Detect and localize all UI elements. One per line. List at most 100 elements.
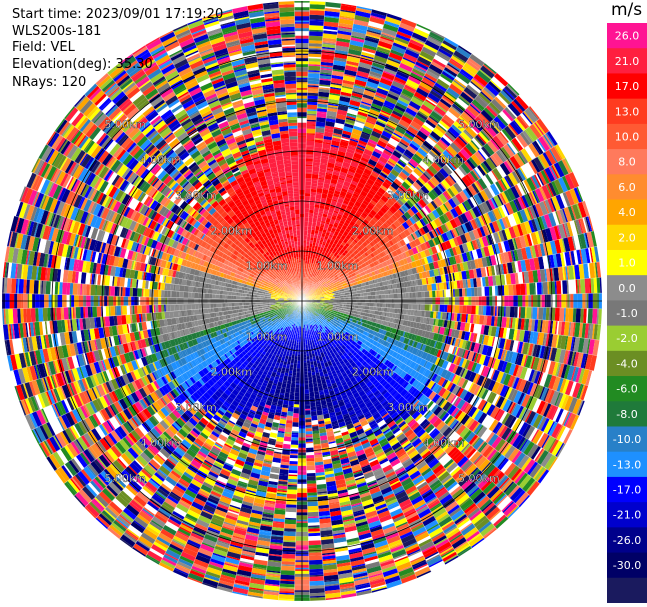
- radar-gate: [439, 304, 445, 313]
- radar-gate: [363, 39, 379, 48]
- radar-gate: [352, 90, 364, 96]
- radar-gate: [332, 214, 338, 218]
- radar-gate: [324, 206, 330, 211]
- radar-gate: [305, 149, 314, 155]
- radar-gate: [325, 221, 330, 225]
- radar-gate: [332, 64, 346, 71]
- radar-gate: [361, 50, 376, 56]
- radar-gate: [426, 36, 442, 47]
- radar-gate: [353, 85, 366, 90]
- radar-gate: [306, 140, 315, 146]
- radar-gate: [393, 129, 404, 138]
- radar-gate: [376, 87, 389, 96]
- radar-gate: [333, 223, 339, 228]
- radar-gate: [351, 128, 363, 136]
- radar-gate: [317, 106, 328, 110]
- radar-gate: [365, 182, 373, 188]
- radar-gate: [356, 211, 362, 216]
- radar-gate: [359, 58, 373, 66]
- radar-gate: [475, 305, 479, 315]
- radar-gate: [409, 39, 425, 48]
- radar-gate: [512, 284, 517, 296]
- radar-gate: [462, 305, 467, 314]
- radar-gate: [339, 190, 347, 198]
- radar-gate: [345, 151, 355, 159]
- radar-gate: [385, 125, 396, 131]
- radar-gate: [380, 109, 392, 116]
- radar-gate: [389, 87, 402, 96]
- radar-gate: [421, 79, 434, 88]
- radar-gate: [305, 172, 313, 174]
- radar-gate: [306, 245, 310, 249]
- radar-gate: [330, 82, 343, 86]
- radar-gate: [307, 281, 310, 286]
- radar-gate: [336, 225, 343, 230]
- radar-gate: [319, 164, 328, 170]
- radar-gate: [325, 217, 332, 224]
- radar-gate: [305, 157, 314, 159]
- radar-gate: [313, 155, 322, 159]
- radar-gate: [310, 252, 314, 255]
- radar-gate: [335, 161, 343, 165]
- radar-gate: [361, 173, 370, 180]
- radar-gate: [350, 132, 361, 140]
- radar-gate: [409, 124, 420, 132]
- radar-gate: [308, 275, 311, 280]
- radar-gate: [312, 164, 320, 168]
- radar-gate: [324, 6, 341, 10]
- radar-gate: [379, 77, 393, 87]
- radar-gate: [336, 37, 351, 43]
- radar-gate: [446, 63, 461, 73]
- radar-gate: [491, 285, 496, 297]
- radar-gate: [377, 86, 390, 92]
- radar-gate: [340, 91, 352, 97]
- radar-gate: [420, 104, 433, 115]
- radar-gate: [318, 88, 330, 93]
- radar-gate: [334, 162, 343, 168]
- radar-gate: [382, 149, 393, 157]
- radar-gate: [346, 175, 354, 180]
- radar-gate: [377, 40, 393, 50]
- radar-gate: [335, 217, 341, 222]
- radar-gate: [370, 68, 384, 75]
- radar-gate: [304, 212, 309, 218]
- radar-gate: [356, 6, 373, 11]
- radar-gate: [319, 260, 324, 266]
- radar-gate: [308, 64, 321, 67]
- radar-gate: [309, 10, 325, 16]
- radar-gate: [430, 30, 446, 39]
- radar-gate: [316, 250, 320, 253]
- radar-gate: [353, 125, 364, 132]
- radar-gate: [302, 265, 305, 269]
- radar-gate: [380, 134, 391, 142]
- radar-gate: [312, 242, 316, 246]
- radar-gate: [310, 277, 313, 283]
- radar-gate: [322, 42, 336, 46]
- radar-gate: [305, 254, 309, 257]
- radar-gate: [329, 184, 337, 188]
- radar-gate: [398, 62, 414, 73]
- radar-gate: [344, 176, 353, 184]
- radar-gate: [373, 148, 383, 155]
- radar-gate: [378, 137, 389, 145]
- radar-gate: [379, 37, 394, 46]
- radar-gate: [417, 110, 429, 119]
- radar-gate: [335, 183, 344, 190]
- radar-gate: [312, 161, 321, 166]
- radar-gate: [312, 214, 318, 219]
- radar-gate: [317, 215, 323, 218]
- radar-gate: [342, 126, 354, 133]
- radar-gate: [310, 185, 318, 190]
- radar-gate: [313, 211, 319, 216]
- radar-gate: [340, 3, 357, 8]
- radar-gate: [318, 85, 331, 89]
- radar-gate: [337, 27, 353, 33]
- radar-gate: [305, 146, 315, 150]
- radar-gate: [432, 290, 436, 298]
- radar-gate: [309, 25, 324, 31]
- radar-gate: [386, 119, 398, 129]
- radar-gate: [318, 211, 324, 214]
- radar-gate: [313, 234, 318, 239]
- radar-gate: [514, 306, 518, 319]
- radar-gate: [358, 61, 372, 70]
